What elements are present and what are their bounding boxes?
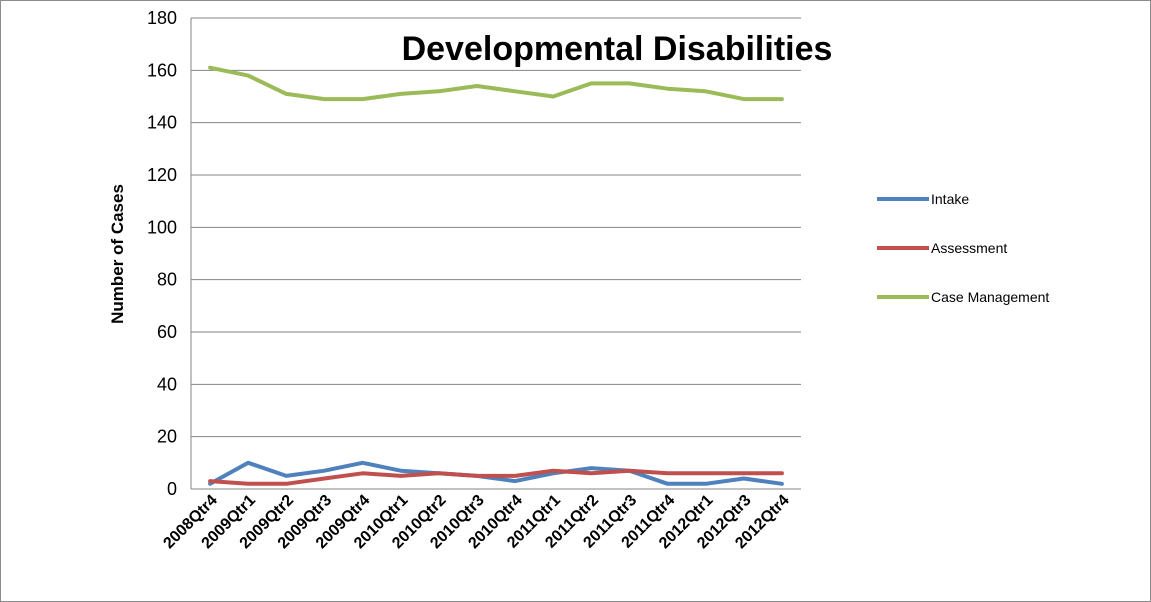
x-tick-labels: 2008Qtr42009Qtr12009Qtr22009Qtr32009Qtr4…	[160, 492, 792, 553]
y-tick-label: 60	[157, 322, 177, 342]
axes	[190, 18, 801, 490]
legend-label-intake: Intake	[931, 191, 969, 207]
y-tick-label: 160	[147, 60, 177, 80]
y-tick-label: 180	[147, 8, 177, 28]
y-tick-label: 40	[157, 374, 177, 394]
series-line-case-management	[208, 65, 784, 102]
y-tick-label: 120	[147, 165, 177, 185]
chart-title: Developmental Disabilities	[402, 30, 833, 68]
y-tick-labels: 0 20 40 60 80 100 120 140 160 180	[147, 8, 177, 499]
legend: Intake Assessment Case Management	[877, 191, 1049, 305]
legend-label-case-management: Case Management	[931, 289, 1049, 305]
y-tick-label: 20	[157, 427, 177, 447]
y-tick-label: 100	[147, 217, 177, 237]
series-lines	[208, 65, 784, 486]
gridlines	[191, 17, 801, 438]
y-tick-label: 0	[167, 479, 177, 499]
legend-label-assessment: Assessment	[931, 240, 1007, 256]
series-line-assessment	[208, 468, 784, 486]
y-axis-label: Number of Cases	[108, 184, 127, 324]
series-line-intake	[208, 460, 784, 486]
y-tick-label: 140	[147, 113, 177, 133]
y-tick-label: 80	[157, 270, 177, 290]
